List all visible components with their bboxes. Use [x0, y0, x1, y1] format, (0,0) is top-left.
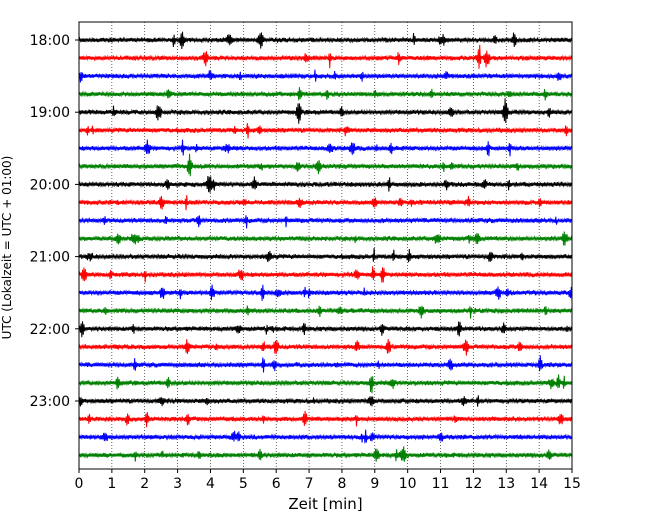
trace-2345	[78, 446, 573, 462]
traces	[78, 31, 573, 462]
trace-2330	[78, 429, 573, 444]
trace-1900	[78, 98, 573, 124]
x-tick-label: 7	[305, 476, 314, 492]
trace-2230	[78, 355, 573, 373]
x-tick-label: 6	[272, 476, 281, 492]
trace-1800	[78, 31, 573, 49]
y-tick-label: 22:00	[30, 322, 70, 338]
y-tick-label: 23:00	[30, 394, 70, 410]
trace-2030	[78, 215, 573, 229]
trace-2200	[78, 321, 573, 338]
trace-1830	[78, 69, 573, 83]
y-tick-label: 18:00	[30, 33, 70, 49]
trace-2115	[78, 266, 573, 283]
y-tick-label: 19:00	[30, 105, 70, 121]
trace-2130	[78, 284, 573, 302]
trace-1930	[78, 139, 573, 157]
grid	[111, 22, 540, 469]
y-tick-label: 20:00	[30, 177, 70, 193]
x-tick-label: 13	[497, 476, 515, 492]
x-tick-label: 15	[563, 476, 581, 492]
trace-2300	[78, 395, 573, 407]
trace-1945	[78, 153, 573, 177]
x-tick-label: 0	[75, 476, 84, 492]
x-tick-label: 14	[530, 476, 548, 492]
plot-frame	[78, 21, 573, 470]
x-tick-label: 11	[432, 476, 450, 492]
trace-2315	[78, 410, 573, 428]
x-tick-label: 8	[337, 476, 346, 492]
x-tick-label: 4	[206, 476, 215, 492]
x-tick-label: 1	[107, 476, 116, 492]
trace-2045	[78, 231, 573, 246]
trace-1815	[78, 44, 573, 69]
x-tick-label: 10	[399, 476, 417, 492]
trace-1845	[78, 87, 573, 101]
trace-2245	[78, 374, 573, 394]
trace-2145	[78, 305, 573, 319]
x-tick-label: 12	[464, 476, 482, 492]
x-tick-label: 9	[370, 476, 379, 492]
y-axis: 18:00 19:00 20:00 21:00 22:00 23:00	[30, 33, 79, 410]
y-axis-label: UTC (Lokalzeit = UTC + 01:00)	[0, 156, 14, 340]
x-axis-label: Zeit [min]	[288, 495, 362, 513]
trace-2015	[78, 195, 573, 211]
trace-2000	[78, 176, 573, 193]
x-axis: 0 1 2 3 4 5 6 7 8 9 10 11 12 13 14 15	[75, 469, 581, 492]
x-tick-label: 3	[173, 476, 182, 492]
y-tick-label: 21:00	[30, 250, 70, 266]
trace-2100	[78, 247, 573, 263]
trace-2215	[78, 338, 573, 356]
x-tick-label: 2	[140, 476, 149, 492]
trace-1915	[78, 123, 573, 139]
x-tick-label: 5	[239, 476, 248, 492]
